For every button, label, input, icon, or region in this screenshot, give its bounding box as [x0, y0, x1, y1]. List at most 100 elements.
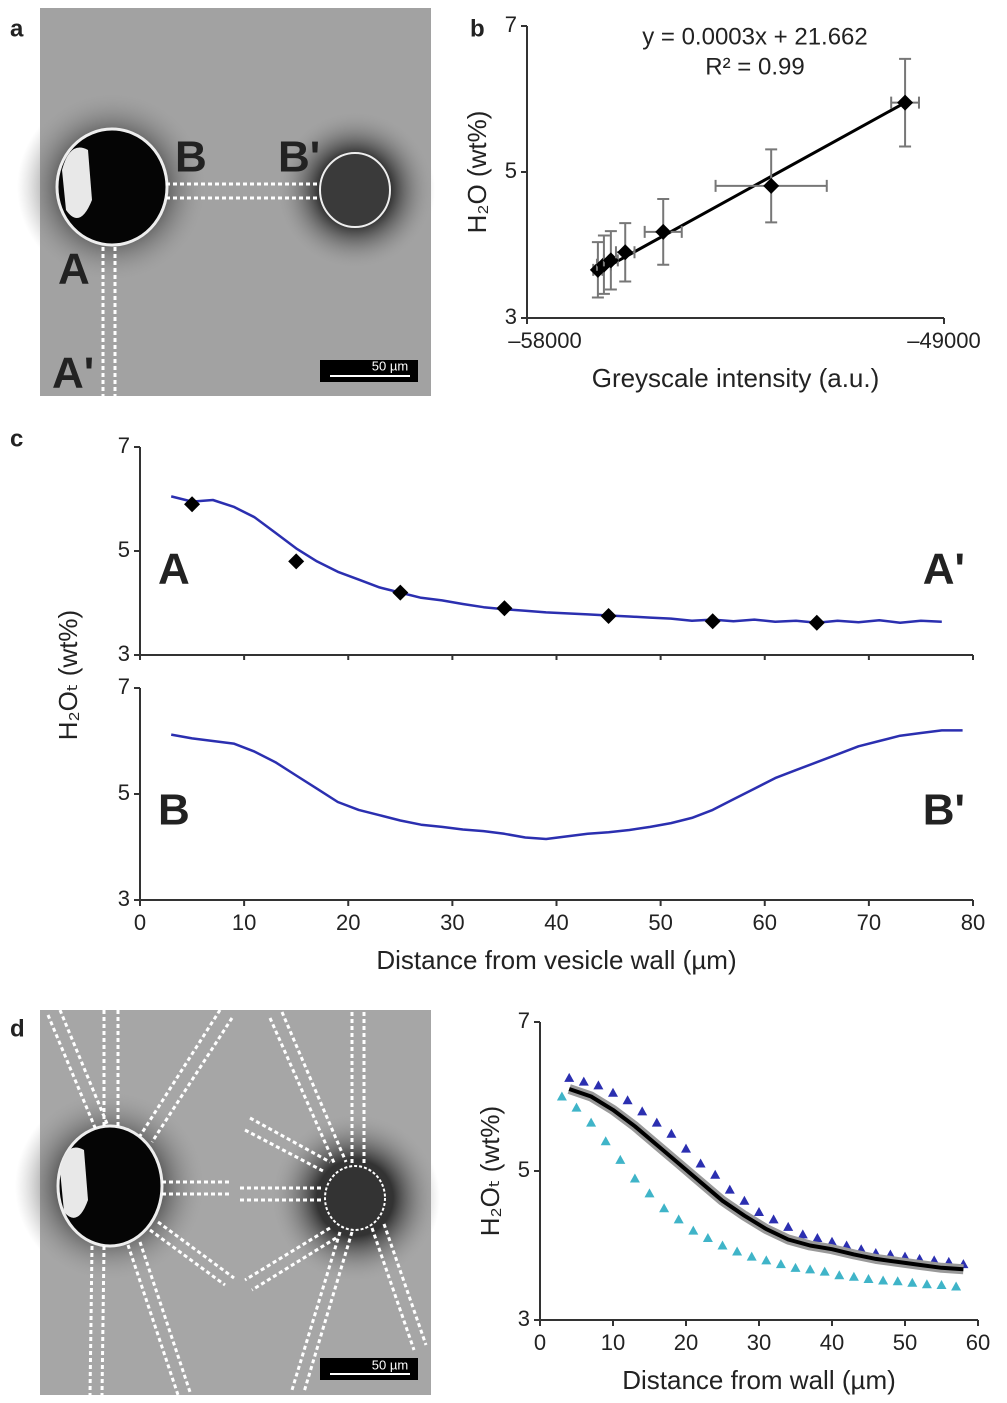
y-axis-label: H₂Oₜ (wt%): [475, 1106, 505, 1236]
y-tick-label: 5: [118, 780, 130, 805]
scale-bar-label: 50 µm: [372, 1357, 408, 1372]
data-point: [695, 1158, 706, 1168]
panel-label: d: [10, 1015, 25, 1042]
data-point: [808, 614, 825, 631]
panel-label: a: [10, 15, 24, 42]
profile-label: A': [923, 545, 965, 594]
micrograph-a: 50 µm A A' B B': [17, 8, 435, 398]
x-tick-label: 20: [674, 1330, 698, 1355]
data-point: [644, 1188, 655, 1198]
data-point: [907, 1277, 918, 1287]
data-point: [688, 1225, 699, 1235]
profile-label: B: [175, 133, 207, 182]
micrograph-d: 50 µm: [15, 1009, 440, 1396]
data-point: [617, 244, 634, 261]
x-axis-label: Distance from vesicle wall (µm): [376, 945, 736, 975]
data-point: [571, 1102, 582, 1112]
y-tick-label: 3: [118, 886, 130, 911]
data-point: [622, 1095, 633, 1105]
data-point: [892, 1276, 903, 1286]
data-point: [600, 608, 617, 624]
data-point: [659, 1203, 670, 1213]
data-point: [637, 1106, 648, 1116]
data-point: [827, 1236, 837, 1246]
data-point: [878, 1275, 889, 1285]
data-point: [608, 1087, 618, 1097]
x-tick-label: 10: [232, 910, 256, 935]
data-point: [288, 553, 305, 570]
data-point: [921, 1279, 932, 1289]
y-tick-label: 3: [518, 1306, 530, 1331]
data-point: [834, 1270, 845, 1280]
profile-label: A: [158, 545, 190, 594]
x-tick-label: 30: [440, 910, 464, 935]
y-tick-label: 7: [505, 12, 517, 37]
data-point: [790, 1262, 801, 1272]
profile-label: B: [158, 786, 190, 835]
y-axis-label: H₂O (wt%): [462, 111, 492, 234]
data-point: [602, 252, 619, 269]
data-point: [819, 1266, 830, 1276]
x-tick-label: 0: [534, 1330, 546, 1355]
data-point: [775, 1259, 786, 1269]
data-point: [768, 1214, 779, 1224]
data-point: [732, 1246, 743, 1256]
y-tick-label: 5: [505, 158, 517, 183]
data-point: [655, 223, 672, 240]
data-point: [805, 1264, 816, 1274]
data-point: [797, 1229, 808, 1239]
panel-label: c: [10, 425, 23, 452]
data-point: [812, 1233, 823, 1243]
y-tick-label: 5: [518, 1157, 530, 1182]
x-tick-label: 80: [961, 910, 985, 935]
y-tick-label: 5: [118, 537, 130, 562]
x-tick-label: 50: [893, 1330, 917, 1355]
data-point: [593, 1080, 604, 1090]
fit-line: [595, 101, 906, 275]
profile-label: A': [52, 349, 94, 398]
data-point: [702, 1233, 713, 1243]
x-tick-label: 10: [601, 1330, 625, 1355]
x-tick-label: 60: [753, 910, 777, 935]
x-tick-label: 0: [134, 910, 146, 935]
data-point: [739, 1195, 750, 1205]
profile-label: B': [923, 786, 965, 835]
data-point: [761, 1255, 772, 1265]
data-point: [629, 1173, 640, 1183]
data-point: [392, 584, 409, 601]
data-point: [710, 1169, 721, 1179]
data-point: [763, 177, 780, 194]
y-tick-label: 7: [118, 433, 130, 458]
x-tick-label: 60: [966, 1330, 990, 1355]
mean-line-halo: [567, 1084, 964, 1275]
data-point: [564, 1072, 575, 1082]
x-tick-label: 50: [648, 910, 672, 935]
data-point: [556, 1091, 567, 1101]
scale-bar-label: 50 µm: [372, 358, 408, 373]
x-tick-label: –49000: [907, 328, 980, 353]
data-point: [951, 1281, 962, 1291]
profile-label: A: [58, 245, 90, 294]
data-point: [936, 1279, 947, 1289]
data-point: [754, 1206, 764, 1216]
data-point: [651, 1117, 662, 1127]
y-tick-label: 3: [118, 641, 130, 666]
y-tick-label: 7: [518, 1008, 530, 1033]
x-tick-label: 40: [820, 1330, 844, 1355]
x-tick-label: 30: [747, 1330, 771, 1355]
data-point: [615, 1154, 626, 1164]
x-axis-label: Distance from wall (µm): [622, 1365, 896, 1395]
fit-r-squared: R² = 0.99: [705, 53, 804, 80]
data-point: [746, 1251, 757, 1261]
data-point: [673, 1214, 684, 1224]
data-point: [681, 1143, 691, 1153]
data-point: [184, 496, 201, 513]
data-point: [863, 1274, 874, 1284]
profile-line: [170, 495, 942, 625]
data-point: [724, 1184, 735, 1194]
profile-label: B': [278, 133, 320, 182]
x-axis-label: Greyscale intensity (a.u.): [592, 363, 880, 393]
y-tick-label: 7: [118, 674, 130, 699]
